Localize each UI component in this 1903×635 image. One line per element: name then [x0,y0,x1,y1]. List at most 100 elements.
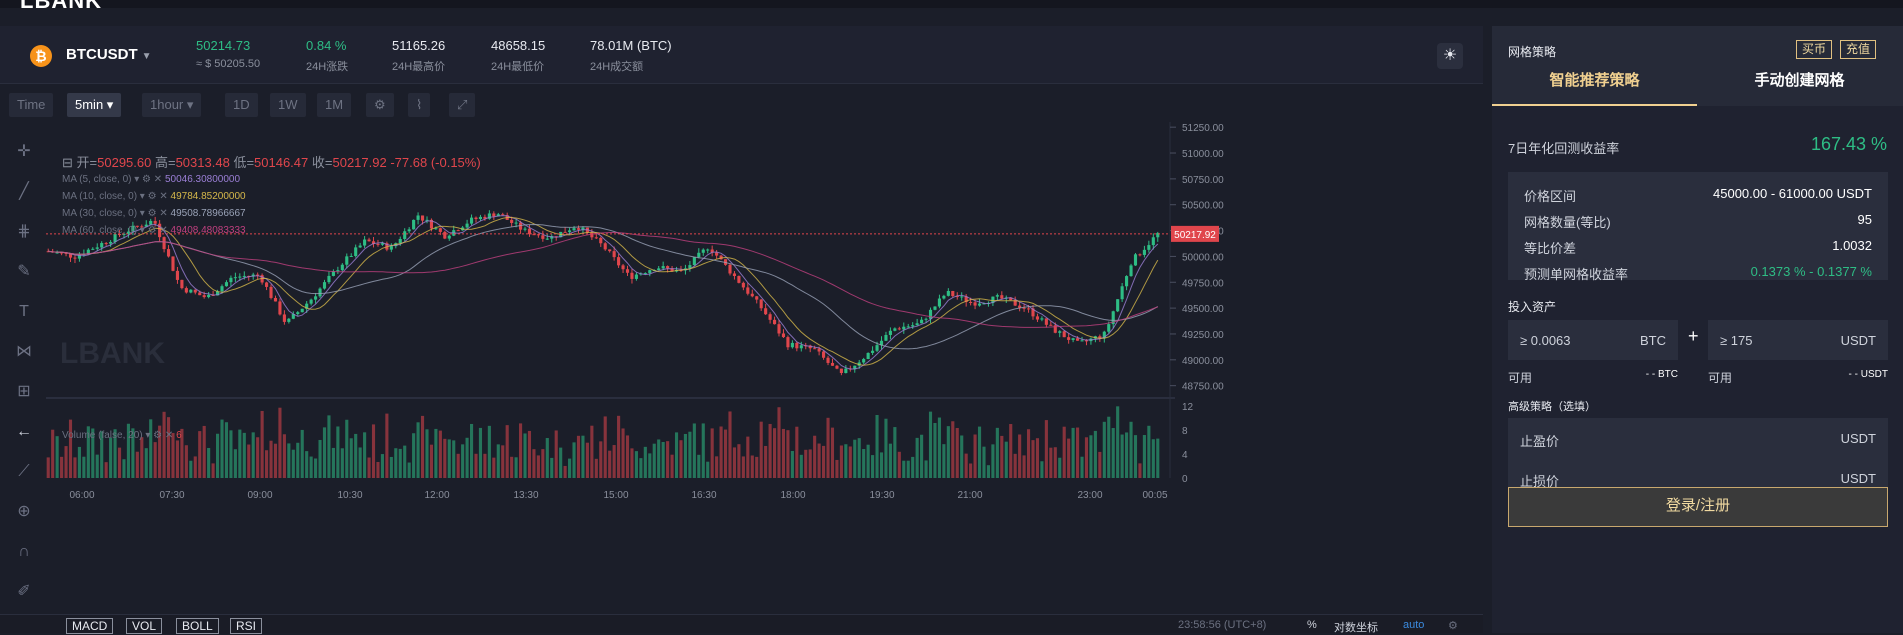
candle-body [296,312,300,315]
settings-gear-icon[interactable]: ⚙ [1448,620,1458,632]
zoom-icon[interactable]: ⊕ [17,503,31,520]
interval-1d-button[interactable]: 1D [225,93,258,117]
candle-body [670,268,674,272]
pair-selector[interactable]: BTCUSDT ▼ [66,46,152,63]
candle-body [866,352,870,360]
login-register-button[interactable]: 登录/注册 [1508,487,1888,527]
interval-1w-button[interactable]: 1W [270,93,306,117]
volume-bar [296,442,300,478]
volume-bar [799,454,803,478]
volume-bar [51,429,55,478]
rsi-tab[interactable]: RSI [230,618,263,634]
boll-tab[interactable]: BOLL [176,618,219,634]
macd-tab[interactable]: MACD [66,618,114,634]
low-stat: 48658.15 24H最低价 [491,38,545,74]
deposit-button[interactable]: 充值 [1840,40,1877,59]
multi-line-icon[interactable]: ⋕ [17,223,31,240]
crosshair-icon[interactable]: ✛ [17,143,31,160]
lock-icon[interactable]: ✐ [17,583,31,600]
volume-bar [265,450,269,478]
fullscreen-icon[interactable]: ⤢ [449,93,476,117]
ticker-bar: ₿ BTCUSDT ▼ 50214.73 ≈ $ 50205.50 0.84 % … [0,26,1483,84]
settings-gear-icon[interactable]: ⚙ [366,93,394,117]
usdt-amount-input[interactable]: ≥ 175 USDT [1708,320,1888,360]
ma60-legend: MA (60, close, 0) ▾ ⚙ ✕ 49408.48083333 [62,225,246,236]
volume-bar [951,421,955,478]
volume-bar [1147,425,1151,478]
pattern-icon[interactable]: ⋈ [16,343,32,360]
price-tick-label: 49750.00 [1182,278,1224,289]
candle-body [741,282,745,288]
watermark: LBANK [60,337,165,370]
ma60-line [48,232,1158,328]
arrow-left-icon[interactable]: ← [16,423,32,440]
time-button[interactable]: Time [9,93,54,117]
volume-bar [91,428,95,478]
volume-label: Volume (false, 20) [62,430,143,441]
volume-bar [162,411,166,478]
candle-body [398,238,402,244]
candlestick-chart[interactable]: LBANK 51250.00 51000.00 50750.00 50500.00 50… [0,26,1483,614]
volume-bar [853,439,857,478]
candle-body [1098,336,1102,339]
auto-toggle[interactable]: auto [1403,619,1425,631]
candle-body [189,289,193,293]
vol-tab[interactable]: VOL [126,618,163,634]
ma60-value: 49408.48083333 [170,225,246,236]
indicators-icon[interactable]: ⌇ [408,93,431,117]
candle-body [657,268,661,271]
measure-icon[interactable]: ⟋ [18,463,30,480]
candle-body [786,337,790,348]
tab-smart[interactable]: 智能推荐策略 [1492,66,1697,106]
candle-body [648,270,652,274]
ohlc-low: 50146.47 [254,155,309,170]
candle-body [1147,245,1151,250]
candle-body [1058,331,1062,333]
btc-amount-input[interactable]: ≥ 0.0063 BTC [1508,320,1678,360]
volume-bar [314,458,318,478]
volume-bar [862,449,866,478]
volume-bar [1107,416,1111,478]
collapse-icon[interactable]: ⊟ [62,155,73,170]
candle-body [737,276,741,283]
candle-body [1009,297,1013,301]
interval-5min-button[interactable]: 5min ▾ [67,93,122,117]
candle-body [634,274,638,279]
candle-body [438,228,442,232]
volume-bar [933,422,937,478]
logo[interactable]: LBANK [20,0,102,13]
candle-body [617,257,621,266]
log-toggle[interactable]: 对数坐标 [1334,622,1378,634]
interval-1m-button[interactable]: 1M [317,93,352,117]
volume-bar [839,445,843,478]
interval-1hour-button[interactable]: 1hour ▾ [142,93,202,117]
time-tick-label: 07:30 [159,490,184,501]
magnet-icon[interactable]: ∩ [18,543,30,560]
volume-bar [77,446,81,478]
percent-toggle[interactable]: % [1307,619,1317,631]
text-icon[interactable]: T [19,303,29,320]
candle-body [746,287,750,294]
volume-bar [527,430,532,478]
volume-bar [1111,428,1115,478]
candle-body [661,266,665,269]
candle-body [456,230,460,232]
candle-body [1071,338,1075,340]
candle-body [265,282,269,287]
volume-bar [309,456,313,478]
candle-body [229,277,233,283]
pen-icon[interactable]: ✎ [17,263,31,280]
volume-bar [652,443,656,478]
ruler-icon[interactable]: ⊞ [17,383,31,400]
buy-coin-button[interactable]: 买币 [1796,40,1833,59]
tab-manual[interactable]: 手动创建网格 [1754,72,1845,89]
ohlc-change: -77.68 (-0.15%) [390,155,481,170]
trendline-icon[interactable]: ╱ [19,183,29,200]
low-label: 24H最低价 [491,61,545,73]
ohlc-open: 50295.60 [97,155,152,170]
take-profit-input[interactable]: 止盈价 USDT [1508,418,1888,458]
volume-bar [193,456,197,478]
volume-bar [389,456,393,478]
sun-icon[interactable]: ☀ [1437,43,1463,69]
candle-body [126,231,130,234]
